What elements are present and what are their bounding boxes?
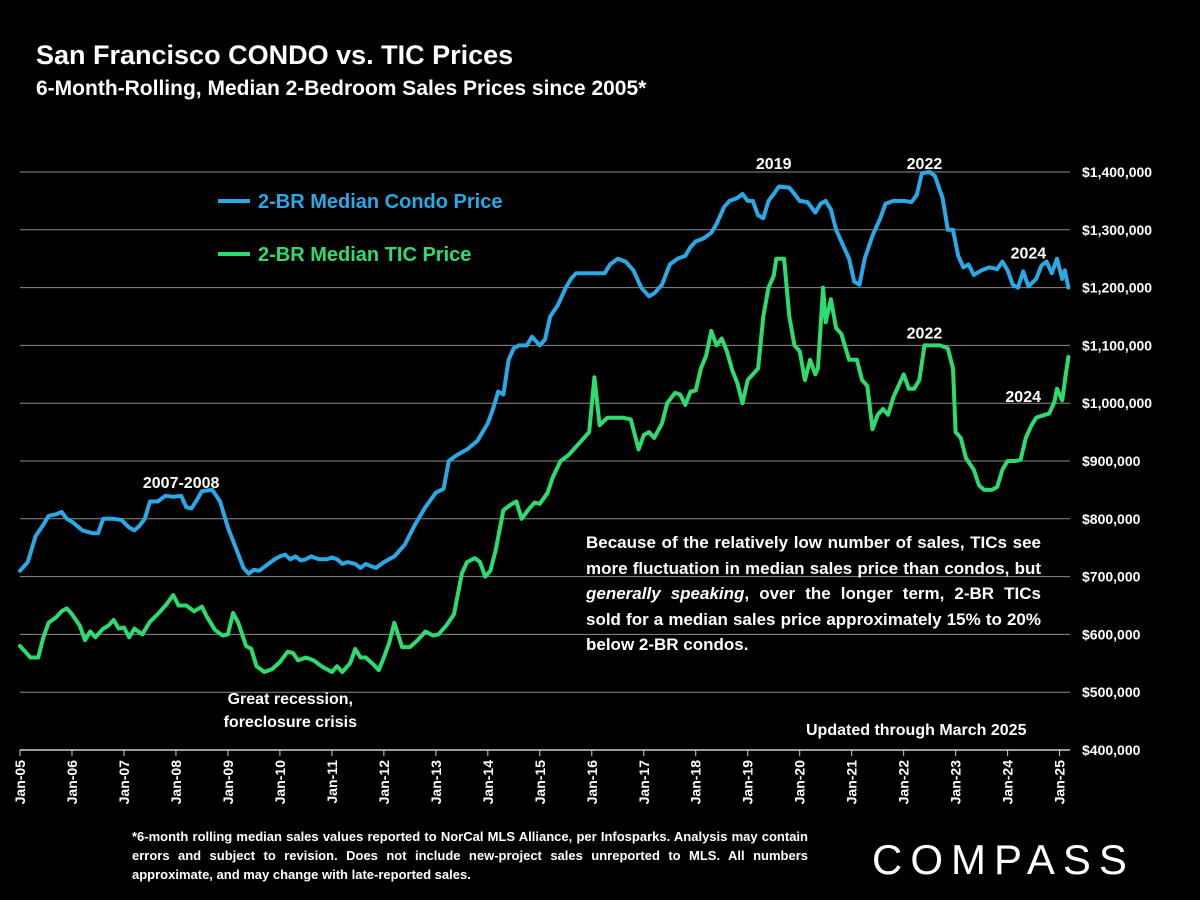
- x-tick-label: Jan-10: [272, 760, 288, 805]
- annotation-label: 2024: [1011, 246, 1047, 263]
- x-tick-label: Jan-12: [376, 760, 392, 805]
- y-tick-label: $400,000: [1082, 742, 1141, 758]
- y-tick-label: $600,000: [1082, 626, 1141, 642]
- y-tick-label: $800,000: [1082, 511, 1141, 527]
- x-tick-label: Jan-17: [636, 760, 652, 805]
- y-tick-label: $1,300,000: [1082, 222, 1152, 238]
- annotation-label: 2019: [756, 156, 792, 173]
- y-tick-label: $500,000: [1082, 684, 1141, 700]
- x-tick-label: Jan-05: [12, 760, 28, 805]
- chart-subtitle: 6-Month-Rolling, Median 2-Bedroom Sales …: [36, 77, 647, 100]
- y-tick-label: $1,000,000: [1082, 395, 1152, 411]
- annotation-label: 2022: [907, 156, 943, 173]
- x-tick-label: Jan-23: [948, 760, 964, 805]
- x-tick-label: Jan-20: [792, 760, 808, 805]
- x-tick-label: Jan-25: [1052, 760, 1068, 805]
- annotation-label: Great recession,: [228, 691, 353, 708]
- series-line-tic: [18, 256, 1071, 674]
- x-tick-label: Jan-07: [116, 760, 132, 805]
- x-tick-label: Jan-21: [844, 760, 860, 805]
- x-tick-label: Jan-24: [1000, 760, 1016, 805]
- x-tick-label: Jan-09: [220, 760, 236, 805]
- x-tick-label: Jan-18: [688, 760, 704, 805]
- annotation-label: 2022: [907, 325, 943, 342]
- callout-post: , over the longer term, 2-BR TICs sold f…: [586, 584, 1041, 654]
- callout-emphasis: generally speaking: [586, 584, 745, 603]
- callout-pre: Because of the relatively low number of …: [586, 533, 1041, 578]
- x-tick-label: Jan-15: [532, 760, 548, 805]
- annotation-label: 2024: [1005, 389, 1041, 406]
- x-tick-label: Jan-06: [64, 760, 80, 805]
- updated-note: Updated through March 2025: [806, 722, 1027, 739]
- x-tick-label: Jan-14: [480, 760, 496, 805]
- x-tick-label: Jan-11: [324, 760, 340, 804]
- series-line-condo: [18, 170, 1071, 576]
- x-tick-label: Jan-08: [168, 760, 184, 805]
- annotation-label: 2007-2008: [143, 475, 220, 492]
- chart-title: San Francisco CONDO vs. TIC Prices: [36, 40, 514, 70]
- legend-label: 2-BR Median Condo Price: [258, 191, 502, 213]
- legend-label: 2-BR Median TIC Price: [258, 244, 471, 266]
- annotation-label: foreclosure crisis: [224, 714, 358, 731]
- y-tick-label: $1,400,000: [1082, 164, 1152, 180]
- compass-logo: COMPASS: [872, 836, 1135, 883]
- callout-text: Because of the relatively low number of …: [586, 530, 1041, 658]
- footnote: *6-month rolling median sales values rep…: [132, 829, 808, 882]
- x-tick-label: Jan-22: [896, 760, 912, 805]
- y-tick-label: $1,100,000: [1082, 337, 1152, 353]
- x-tick-label: Jan-13: [428, 760, 444, 805]
- y-tick-label: $700,000: [1082, 569, 1141, 585]
- y-tick-label: $1,200,000: [1082, 280, 1152, 296]
- x-tick-label: Jan-19: [740, 760, 756, 805]
- y-tick-label: $900,000: [1082, 453, 1141, 469]
- x-tick-label: Jan-16: [584, 760, 600, 805]
